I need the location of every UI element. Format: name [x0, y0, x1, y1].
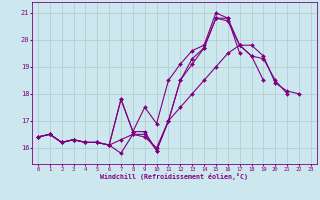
X-axis label: Windchill (Refroidissement éolien,°C): Windchill (Refroidissement éolien,°C) — [100, 173, 248, 180]
